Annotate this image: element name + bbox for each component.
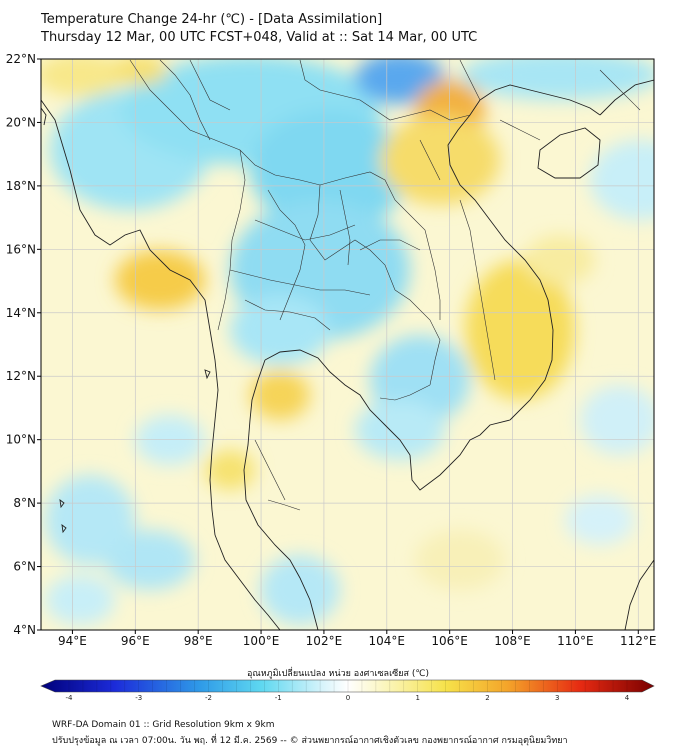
footer-update-info: ปรับปรุงข้อมูล ณ เวลา 07:00น. วัน พฤ. ที… <box>52 736 568 746</box>
lat-label: 6°N <box>13 560 36 574</box>
colorbar-ticks: -4 -3 -2 -1 0 1 2 3 4 <box>66 680 630 702</box>
lat-label: 22°N <box>6 52 36 66</box>
lat-label: 20°N <box>6 115 36 129</box>
lat-label: 10°N <box>6 433 36 447</box>
colorbar-tick-label: -4 <box>66 694 74 702</box>
temperature-field <box>41 59 654 630</box>
map-frame <box>40 58 655 631</box>
lon-label: 98°E <box>184 634 213 648</box>
coastlines <box>41 79 654 630</box>
lon-label: 94°E <box>58 634 87 648</box>
lon-label: 108°E <box>494 634 531 648</box>
colorbar-label: อุณหภูมิเปลี่ยนแปลง หน่วย องศาเซลเซียส (… <box>246 669 430 679</box>
lon-label: 102°E <box>306 634 343 648</box>
lon-label: 110°E <box>557 634 594 648</box>
footer-model-info: WRF-DA Domain 01 :: Grid Resolution 9km … <box>52 720 275 730</box>
longitude-labels: 94°E 96°E 98°E 100°E 102°E 104°E 106°E 108°E 110… <box>58 630 657 648</box>
lon-label: 106°E <box>431 634 468 648</box>
country-borders <box>129 59 641 511</box>
lat-label: 14°N <box>6 306 36 320</box>
colorbar-tick-label: -1 <box>275 694 282 702</box>
colorbar-tick-label: 4 <box>625 694 630 702</box>
lat-label: 4°N <box>13 623 36 637</box>
lon-label: 100°E <box>243 634 280 648</box>
lon-label: 96°E <box>121 634 150 648</box>
colorbar-tick-label: 2 <box>485 694 489 702</box>
colorbar: -4 -3 -2 -1 0 1 2 3 4 <box>40 679 655 702</box>
map-subtitle: Thursday 12 Mar, 00 UTC FCST+048, Valid … <box>41 30 478 45</box>
colorbar-tick-label: 3 <box>555 694 559 702</box>
latitude-labels: 22°N 20°N 18°N 16°N 14°N 12°N 10°N 8°N 6°N 4°N <box>6 52 41 637</box>
lat-label: 12°N <box>6 369 36 383</box>
colorbar-tick-label: -2 <box>205 694 212 702</box>
colorbar-gradient <box>40 679 655 693</box>
lon-label: 104°E <box>369 634 406 648</box>
lat-label: 18°N <box>6 179 36 193</box>
lat-label: 8°N <box>13 496 36 510</box>
map-title: Temperature Change 24-hr (℃) - [Data Ass… <box>41 12 383 27</box>
lon-label: 112°E <box>620 634 657 648</box>
colorbar-tick-label: 1 <box>416 694 420 702</box>
colorbar-tick-label: -3 <box>135 694 142 702</box>
colorbar-tick-label: 0 <box>346 694 350 702</box>
lat-label: 16°N <box>6 242 36 256</box>
